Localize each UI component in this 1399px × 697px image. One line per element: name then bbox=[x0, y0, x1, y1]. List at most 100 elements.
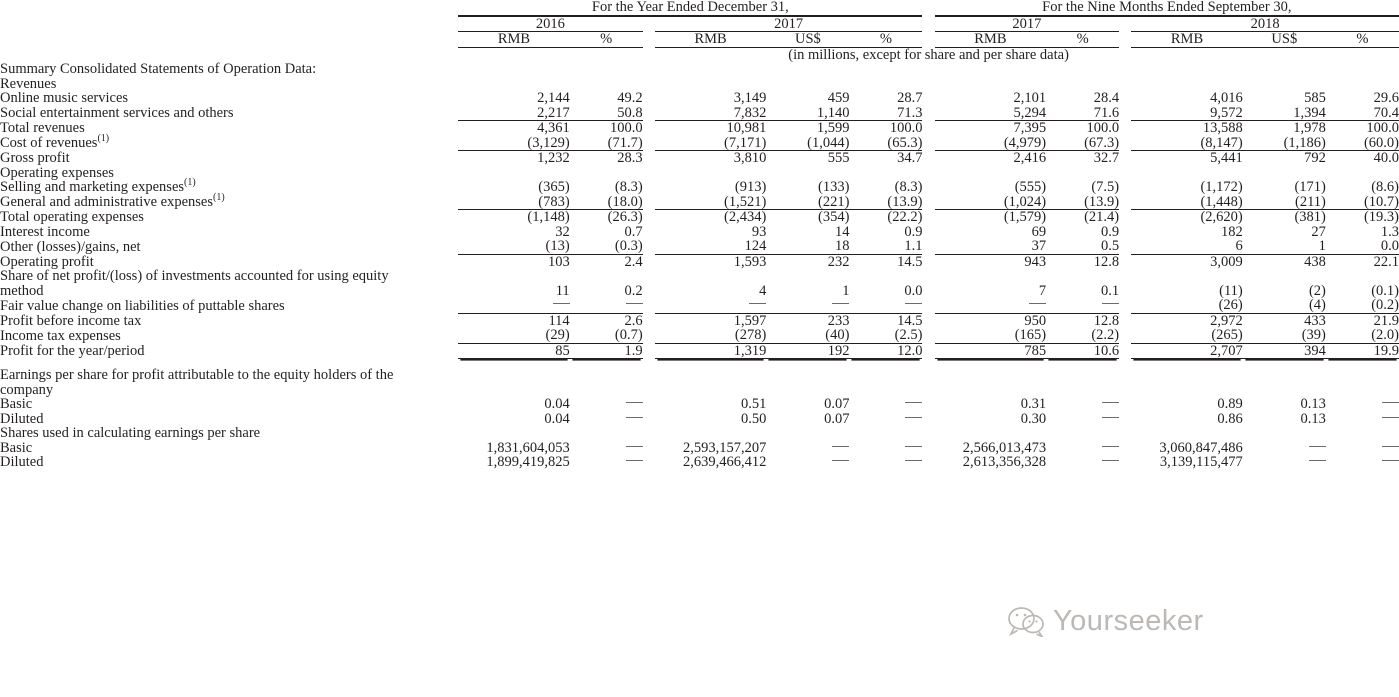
rule-c6 bbox=[934, 46, 1047, 48]
row-label-eps-diluted: Diluted bbox=[0, 410, 44, 427]
cell-pfp-8: 394 bbox=[1242, 343, 1326, 359]
em-dash-glyph bbox=[1382, 402, 1399, 403]
cost-of-revenues-text: Cost of revenues bbox=[0, 135, 98, 151]
cell-topex-4: (22.2) bbox=[887, 209, 923, 225]
cell-epsd-0: 0.04 bbox=[544, 410, 570, 427]
cell-total-revenues-4: 100.0 bbox=[889, 120, 923, 136]
cell-topex-3: (354) bbox=[818, 209, 850, 225]
cell-eq-0: 11 bbox=[555, 282, 570, 299]
cell-online-music-2: 3,149 bbox=[733, 90, 767, 106]
cell-cost-9: (60.0) bbox=[1325, 135, 1399, 151]
row-label-eps-header-line1: Earnings per share for profit attributab… bbox=[0, 367, 394, 383]
row-label-interest-income: Interest income bbox=[0, 223, 90, 240]
cell-social-ent-8: 1,394 bbox=[1242, 105, 1326, 121]
cell-sm-3: (133) bbox=[818, 179, 850, 195]
cell-shb-2: 2,593,157,207 bbox=[682, 439, 767, 456]
header-col-2018-pct: % bbox=[1356, 31, 1369, 47]
cell-topex-6: (21.4) bbox=[1084, 209, 1120, 225]
cell-olg-2: 124 bbox=[654, 239, 767, 255]
cell-topex-9: (19.3) bbox=[1363, 209, 1399, 225]
em-dash-glyph bbox=[625, 303, 643, 304]
cell-epsb-8: 0.13 bbox=[1300, 396, 1326, 412]
cell-fv-1 bbox=[569, 298, 643, 314]
cell-olg-5: 37 bbox=[934, 239, 1047, 255]
cell-gross-8: 792 bbox=[1304, 150, 1326, 166]
table-row: Diluted 0.04 0.50 0.07 0.30 0.86 0.13 bbox=[0, 410, 1399, 427]
cell-shd-9 bbox=[1326, 455, 1399, 470]
cell-epsd-1 bbox=[570, 412, 643, 427]
section-revenues: Revenues bbox=[0, 75, 57, 92]
em-dash-glyph bbox=[1308, 445, 1326, 447]
rule-c7 bbox=[1046, 46, 1120, 48]
cell-sm-1: (8.3) bbox=[614, 179, 643, 195]
cell-ga-3: (221) bbox=[766, 194, 850, 210]
cell-online-music-4: 28.7 bbox=[897, 90, 923, 106]
cell-cost-2: (7,171) bbox=[654, 135, 767, 151]
cell-olg-8: 1 bbox=[1242, 239, 1326, 255]
row-label-fair-value: Fair value change on liabilities of putt… bbox=[0, 297, 285, 314]
cell-olg-3: 18 bbox=[766, 239, 850, 255]
cell-total-revenues-1: 100.0 bbox=[610, 120, 643, 136]
header-currency-rule-row bbox=[0, 46, 1399, 48]
header-col-2016-pct: % bbox=[600, 31, 613, 47]
em-dash-glyph bbox=[832, 445, 850, 447]
table-row: Profit for the year/period 85 1.9 1,319 … bbox=[0, 343, 1399, 359]
em-dash-glyph bbox=[1308, 460, 1326, 461]
em-dash-glyph bbox=[905, 303, 923, 304]
rule-c10 bbox=[1325, 46, 1399, 48]
header-col-2017a-rmb: RMB bbox=[694, 31, 727, 47]
row-label-equity-method-line2: method bbox=[0, 282, 44, 299]
cell-shd-7: 3,139,115,477 bbox=[1159, 454, 1243, 470]
cell-sm-2: (913) bbox=[734, 179, 767, 195]
cell-sm-8: (171) bbox=[1294, 179, 1326, 195]
watermark-text: Yourseeker bbox=[1053, 605, 1204, 637]
cell-epsd-9 bbox=[1326, 412, 1399, 427]
rule-2017-annual bbox=[654, 31, 923, 32]
cell-eq-3: 1 bbox=[842, 282, 850, 299]
cell-social-ent-4: 71.3 bbox=[849, 105, 923, 121]
cell-gross-1: 28.3 bbox=[617, 150, 643, 166]
row-label-shares-header: Shares used in calculating earnings per … bbox=[0, 425, 261, 441]
header-currency-row: RMB % RMB US$ % RMB % RMB US$ % bbox=[0, 32, 1399, 47]
cell-shb-6 bbox=[1046, 441, 1120, 456]
rule-2018 bbox=[1131, 31, 1399, 32]
cell-total-revenues-2: 10,981 bbox=[726, 120, 767, 136]
cell-op-8: 438 bbox=[1304, 253, 1326, 270]
cell-sm-9: (8.6) bbox=[1371, 179, 1399, 195]
cell-tax-3: (40) bbox=[766, 328, 850, 344]
cell-tax-2: (278) bbox=[654, 328, 767, 344]
cell-online-music-3: 459 bbox=[827, 90, 850, 106]
cell-fv-0 bbox=[458, 298, 570, 314]
cell-gross-9: 40.0 bbox=[1373, 150, 1399, 166]
cell-pbt-0: 114 bbox=[548, 312, 570, 329]
cell-cost-8: (1,186) bbox=[1242, 135, 1326, 151]
cell-social-ent-0: 2,217 bbox=[458, 105, 570, 121]
cell-gross-7: 5,441 bbox=[1210, 150, 1243, 166]
row-opex-section: Operating expenses bbox=[0, 165, 1399, 181]
row-eps-header-line2: company bbox=[0, 381, 1399, 398]
cell-ga-0: (783) bbox=[458, 194, 570, 210]
cell-epsd-2: 0.50 bbox=[740, 410, 767, 427]
em-dash-glyph bbox=[625, 445, 643, 447]
cell-eq-6: 0.1 bbox=[1100, 282, 1120, 299]
cell-social-ent-3: 1,140 bbox=[766, 105, 850, 121]
cell-epsb-0: 0.04 bbox=[544, 396, 570, 412]
cell-gross-4: 34.7 bbox=[897, 150, 923, 166]
table-row: Fair value change on liabilities of putt… bbox=[0, 297, 1399, 314]
row-label-eps-header-line2: company bbox=[0, 381, 54, 398]
cell-social-ent-2: 7,832 bbox=[654, 105, 767, 121]
header-col-2017a-pct: % bbox=[879, 31, 892, 47]
cell-shb-3 bbox=[766, 441, 850, 456]
cell-ga-4: (13.9) bbox=[849, 194, 923, 210]
cell-shd-8 bbox=[1243, 455, 1326, 470]
cell-cost-5: (4,979) bbox=[934, 135, 1047, 151]
row-label-income-tax: Income tax expenses bbox=[0, 327, 121, 344]
row-label-shares-diluted: Diluted bbox=[0, 454, 44, 470]
cell-eq-8: (2) bbox=[1308, 282, 1326, 299]
cell-ga-8: (211) bbox=[1242, 194, 1326, 210]
cell-op-1: 2.4 bbox=[624, 253, 643, 270]
cell-int-3: 14 bbox=[834, 223, 850, 240]
cell-pfp-4: 12.0 bbox=[849, 343, 923, 359]
cell-pbt-2: 1,597 bbox=[733, 312, 767, 329]
cell-shb-4 bbox=[849, 441, 923, 456]
